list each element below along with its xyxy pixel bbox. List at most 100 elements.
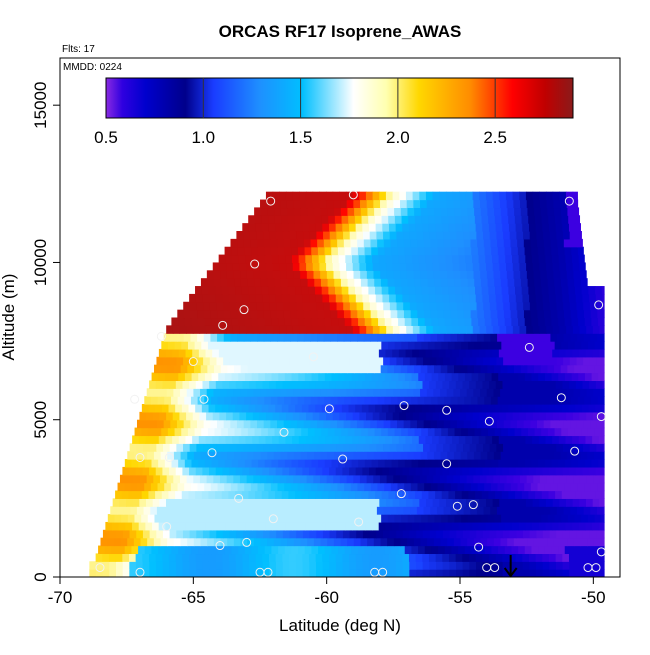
heatmap-cell [478, 435, 487, 444]
heatmap-cell [550, 506, 558, 515]
heatmap-cell [276, 561, 284, 570]
heatmap-cell [332, 521, 340, 531]
heatmap-cell [257, 246, 266, 256]
heatmap-cell [171, 545, 179, 555]
heatmap-cell [521, 404, 530, 413]
heatmap-cell [558, 348, 567, 358]
heatmap-cell [366, 270, 375, 279]
heatmap-cell [256, 569, 264, 577]
heatmap-cell [481, 215, 489, 224]
heatmap-cell [382, 293, 390, 303]
heatmap-cell [252, 325, 261, 334]
heatmap-cell [186, 388, 194, 397]
heatmap-cell [469, 301, 478, 311]
heatmap-cell [517, 333, 525, 342]
heatmap-cell [136, 561, 144, 570]
heatmap-cell [294, 364, 302, 374]
heatmap-cell [227, 514, 236, 523]
heatmap-cell [361, 341, 369, 350]
heatmap-cell [527, 451, 535, 460]
heatmap-cell [238, 348, 247, 358]
heatmap-cell [560, 278, 569, 287]
heatmap-cell [259, 262, 267, 271]
heatmap-cell [403, 333, 412, 342]
heatmap-cell [348, 553, 357, 562]
heatmap-cell [187, 537, 195, 547]
heatmap-cell [448, 404, 456, 413]
heatmap-cell [503, 301, 511, 311]
sample-point [234, 493, 244, 503]
heatmap-cell [578, 545, 586, 555]
heatmap-cell [569, 529, 577, 539]
heatmap-cell [196, 569, 204, 577]
heatmap-cell [237, 238, 245, 248]
heatmap-cell [439, 411, 447, 421]
heatmap-cell [558, 372, 566, 382]
heatmap-cell [261, 404, 270, 413]
heatmap-cell [189, 301, 198, 311]
heatmap-cell [270, 419, 278, 429]
heatmap-cell [142, 466, 150, 476]
heatmap-cell [523, 506, 531, 515]
heatmap-cell [244, 317, 252, 326]
heatmap-cell [288, 223, 297, 232]
heatmap-cell [572, 262, 581, 271]
heatmap-cell [312, 498, 320, 507]
heatmap-cell [561, 514, 569, 523]
heatmap-cell [424, 396, 432, 405]
heatmap-cell [182, 561, 190, 570]
heatmap-cell [317, 309, 325, 319]
heatmap-cell [180, 537, 188, 547]
heatmap-cell [298, 317, 306, 326]
heatmap-cell [514, 364, 522, 374]
heatmap-cell [281, 490, 290, 499]
heatmap-cell [567, 427, 576, 437]
heatmap-cell [171, 372, 179, 382]
heatmap-cell [569, 301, 578, 311]
heatmap-cell [300, 364, 308, 374]
heatmap-cell [470, 506, 478, 515]
heatmap-cell [480, 278, 489, 287]
heatmap-cell [475, 490, 483, 499]
heatmap-cell [273, 474, 281, 484]
heatmap-cell [438, 545, 446, 555]
heatmap-cell [586, 498, 594, 507]
heatmap-cell [511, 246, 519, 256]
heatmap-cell [310, 309, 318, 319]
heatmap-cell [400, 364, 408, 374]
heatmap-cell [567, 514, 576, 523]
heatmap-cell [596, 301, 604, 311]
heatmap-cell [510, 482, 519, 492]
heatmap-cell [334, 514, 342, 523]
heatmap-cell [509, 231, 517, 240]
heatmap-cell [481, 404, 490, 413]
heatmap-cell [377, 396, 385, 405]
heatmap-cell [553, 474, 561, 484]
heatmap-cell [579, 498, 587, 507]
heatmap-cell [139, 474, 148, 484]
heatmap-cell [489, 231, 497, 240]
heatmap-cell [293, 199, 301, 209]
heatmap-cell [601, 404, 605, 413]
heatmap-cell [357, 238, 365, 248]
heatmap-cell [363, 231, 371, 240]
heatmap-cell [346, 199, 354, 209]
heatmap-cell [389, 356, 398, 366]
heatmap-cell [262, 466, 270, 476]
heatmap-cell [278, 254, 286, 264]
heatmap-cell [274, 215, 283, 224]
heatmap-cell [419, 498, 427, 507]
heatmap-cell [246, 474, 254, 484]
heatmap-cell [152, 411, 161, 421]
heatmap-cell [344, 459, 353, 468]
heatmap-cell [385, 521, 393, 531]
heatmap-cell [209, 356, 218, 366]
heatmap-cell [311, 317, 319, 326]
heatmap-cell [437, 246, 446, 256]
heatmap-cell [495, 404, 503, 413]
heatmap-cell [560, 207, 569, 216]
location-arrow-icon [503, 554, 518, 578]
heatmap-cell [321, 286, 329, 295]
heatmap-cell [333, 270, 341, 279]
heatmap-cell [560, 537, 568, 547]
